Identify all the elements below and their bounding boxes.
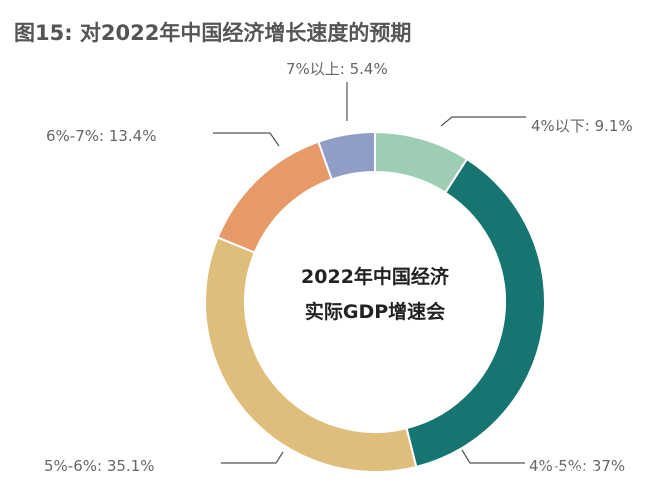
donut-slice-2 xyxy=(405,157,546,469)
wechat-icon xyxy=(538,463,558,483)
leader-line-4 xyxy=(213,132,280,147)
slice-label-5: 7%以上: 5.4% xyxy=(286,60,388,78)
slice-label-2: 4%-5%: 37% xyxy=(529,457,625,475)
watermark: 科普Room xyxy=(538,463,625,483)
donut-slice-4 xyxy=(216,140,334,254)
donut-slices xyxy=(204,130,546,473)
slice-label-3: 5%-6%: 35.1% xyxy=(44,457,154,475)
leader-line-3 xyxy=(221,451,284,464)
donut-slice-5 xyxy=(317,130,376,181)
center-text-line-1: 2022年中国经济 xyxy=(301,265,450,288)
slice-label-1: 4%以下: 9.1% xyxy=(531,117,633,135)
leader-line-2 xyxy=(461,449,525,464)
leader-line-1 xyxy=(440,116,526,127)
slice-label-4: 6%-7%: 13.4% xyxy=(46,127,156,145)
watermark-text: 科普Room xyxy=(562,467,625,482)
chart-title: 图15: 对2022年中国经济增长速度的预期 xyxy=(14,21,411,45)
center-text-line-2: 实际GDP增速会 xyxy=(305,300,445,323)
